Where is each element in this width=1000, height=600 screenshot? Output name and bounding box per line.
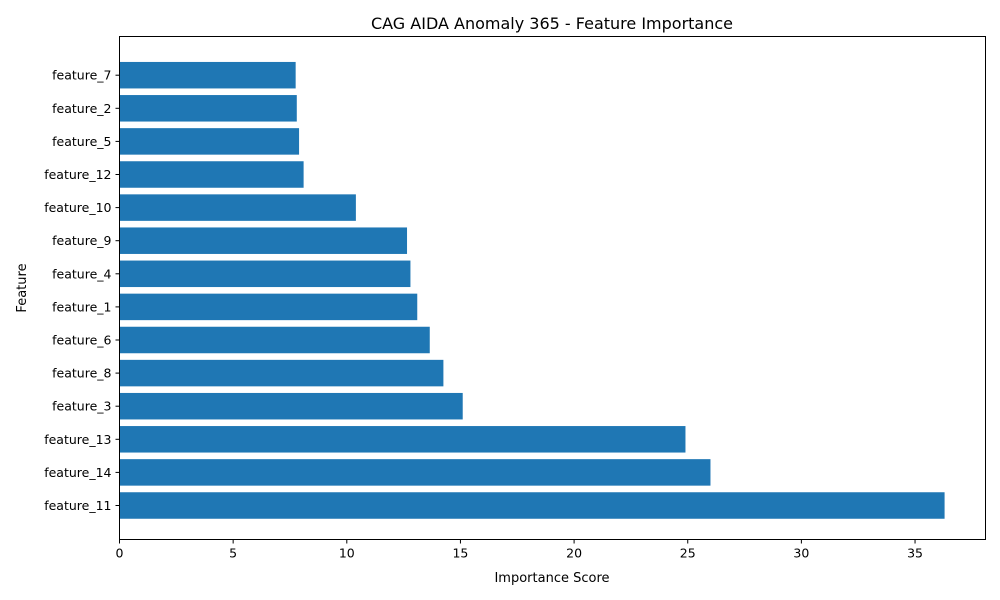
x-tick-label: 0	[116, 546, 124, 561]
bar-feature_1	[119, 293, 418, 321]
x-tick-label: 30	[793, 546, 809, 561]
y-tick-label: feature_13	[44, 432, 111, 447]
y-axis-ticks: feature_11 feature_14 feature_13 feature_3 f…	[44, 68, 120, 513]
y-axis-label: Feature	[15, 263, 30, 312]
y-tick-label: feature_1	[52, 299, 111, 314]
x-tick-label: 20	[566, 546, 582, 561]
bar-feature_13	[119, 426, 686, 453]
y-tick-label: feature_7	[52, 68, 111, 83]
y-tick-label: feature_9	[52, 233, 111, 248]
bar-feature_5	[119, 128, 300, 155]
bar-feature_6	[119, 326, 430, 354]
x-tick-label: 35	[907, 546, 923, 561]
bars-layer	[119, 61, 945, 519]
y-tick-label: feature_12	[44, 167, 111, 182]
x-tick-label: 25	[680, 546, 696, 561]
bar-feature_4	[119, 260, 411, 288]
y-tick-label: feature_2	[52, 101, 111, 116]
x-tick-label: 15	[452, 546, 468, 561]
bar-feature_3	[119, 392, 463, 420]
y-tick-label: feature_3	[52, 399, 111, 414]
chart-title: CAG AIDA Anomaly 365 - Feature Importanc…	[371, 14, 733, 33]
bar-feature_7	[119, 61, 296, 89]
x-tick-label: 10	[339, 546, 355, 561]
x-axis-ticks: 0 5 10 15 20 25 30 35	[116, 539, 923, 561]
y-tick-label: feature_6	[52, 333, 111, 348]
bar-feature_14	[119, 459, 711, 486]
y-tick-label: feature_4	[52, 266, 111, 281]
y-tick-label: feature_14	[44, 465, 111, 480]
plot-frame	[119, 36, 986, 540]
y-tick-label: feature_8	[52, 366, 111, 381]
bar-feature_11	[119, 492, 945, 519]
y-tick-label: feature_10	[44, 200, 111, 215]
y-tick-label: feature_5	[52, 134, 111, 149]
bar-feature_10	[119, 194, 356, 221]
bar-feature_8	[119, 359, 444, 387]
bar-feature_9	[119, 227, 408, 254]
x-axis-label: Importance Score	[494, 571, 609, 586]
y-tick-label: feature_11	[44, 498, 111, 513]
bar-feature_2	[119, 95, 297, 122]
x-tick-label: 5	[229, 546, 237, 561]
bar-feature_12	[119, 161, 304, 188]
